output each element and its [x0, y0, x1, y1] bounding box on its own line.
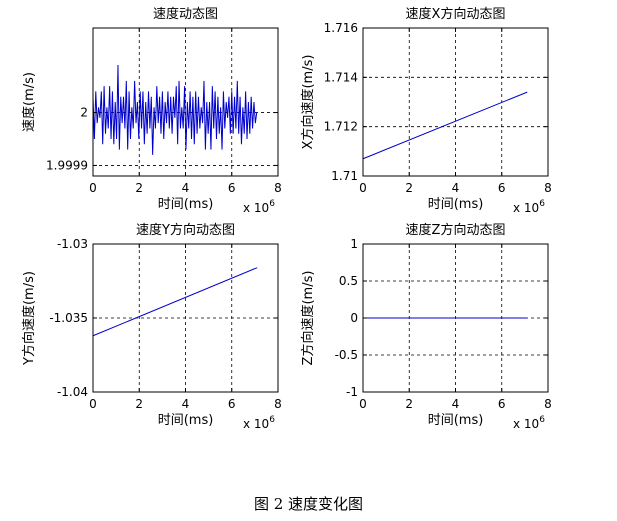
x-tick-label: 6 [498, 181, 506, 195]
chart-title: 速度Y方向动态图 [136, 222, 235, 238]
y-tick-label: 1.712 [324, 120, 358, 134]
y-tick-label: 0 [350, 311, 358, 325]
figure-caption: 图 2 速度变化图 [253, 495, 364, 513]
x-tick-label: 2 [135, 181, 143, 195]
y-axis-label: 速度(m/s) [21, 72, 37, 132]
y-tick-label: -1.03 [57, 237, 88, 251]
y-tick-label: 1.714 [324, 70, 358, 84]
x-tick-label: 0 [359, 397, 367, 411]
x-tick-label: 2 [405, 181, 413, 195]
y-tick-label: -0.5 [335, 348, 358, 362]
series-line [92, 64, 258, 155]
x-tick-label: 2 [405, 397, 413, 411]
series-line [92, 267, 258, 337]
y-axis-label: Z方向速度(m/s) [300, 271, 316, 366]
x-tick-label: 8 [274, 181, 282, 195]
x-tick-label: 4 [452, 181, 460, 195]
y-tick-label: 2 [80, 106, 88, 120]
x-tick-label: 0 [89, 397, 97, 411]
x-axis-multiplier: x 106 [243, 415, 275, 431]
y-tick-label: -1 [346, 385, 358, 399]
x-axis-multiplier: x 106 [513, 199, 545, 215]
x-tick-label: 8 [544, 181, 552, 195]
x-axis-label: 时间(ms) [428, 197, 484, 212]
x-tick-label: 6 [228, 181, 236, 195]
x-axis-label: 时间(ms) [428, 413, 484, 428]
x-tick-label: 8 [544, 397, 552, 411]
y-tick-label: 1.9999 [46, 158, 88, 172]
series-line [362, 91, 528, 160]
x-tick-label: 6 [228, 397, 236, 411]
y-axis-label: Y方向速度(m/s) [21, 271, 37, 366]
x-axis-multiplier: x 106 [513, 415, 545, 431]
chart-title: 速度动态图 [153, 6, 218, 22]
x-tick-label: 4 [452, 397, 460, 411]
x-tick-label: 0 [359, 181, 367, 195]
chart-title: 速度X方向动态图 [406, 6, 506, 22]
x-axis-multiplier: x 106 [243, 199, 275, 215]
x-axis-label: 时间(ms) [158, 413, 214, 428]
x-axis-label: 时间(ms) [158, 197, 214, 212]
x-tick-label: 0 [89, 181, 97, 195]
x-tick-label: 4 [182, 181, 190, 195]
y-tick-label: 1 [350, 237, 358, 251]
y-tick-label: -1.04 [57, 385, 88, 399]
chart-title: 速度Z方向动态图 [406, 222, 506, 238]
y-tick-label: 0.5 [339, 274, 358, 288]
y-tick-label: 1.71 [331, 169, 358, 183]
x-tick-label: 6 [498, 397, 506, 411]
x-tick-label: 8 [274, 397, 282, 411]
y-tick-label: 1.716 [324, 21, 358, 35]
y-axis-label: X方向速度(m/s) [300, 55, 316, 150]
x-tick-label: 2 [135, 397, 143, 411]
y-tick-label: -1.035 [49, 311, 88, 325]
x-tick-label: 4 [182, 397, 190, 411]
